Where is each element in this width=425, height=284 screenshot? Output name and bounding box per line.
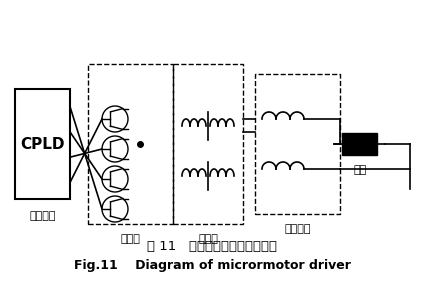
Text: 变压器: 变压器 (198, 234, 218, 244)
Text: CPLD: CPLD (20, 137, 65, 151)
Text: 滤波电感: 滤波电感 (284, 224, 311, 234)
Text: 电机: 电机 (353, 165, 367, 175)
Bar (173, 64, 243, 224)
Bar (343, 133, 377, 155)
Text: 信号发生: 信号发生 (29, 211, 56, 221)
Bar (15, 89, 70, 199)
Bar (88, 64, 173, 224)
Text: Fig.11    Diagram of micrormotor driver: Fig.11 Diagram of micrormotor driver (74, 260, 351, 273)
Bar (255, 74, 340, 214)
Text: 图 11   微型电机的驱动电源框图: 图 11 微型电机的驱动电源框图 (147, 239, 277, 252)
Text: 双推挽: 双推挽 (121, 234, 140, 244)
